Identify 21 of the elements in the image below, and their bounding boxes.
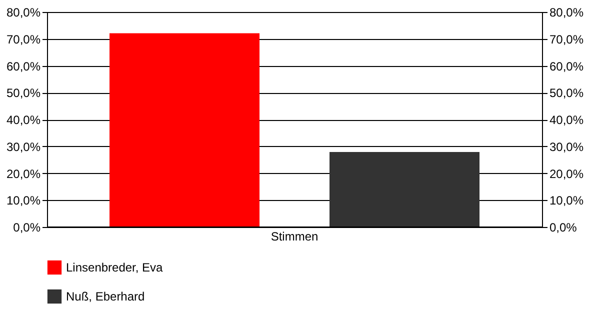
text: 20,0% — [550, 166, 584, 181]
text: 0,0% — [550, 220, 577, 234]
text: 30,0% — [550, 140, 584, 154]
text: 70,0% — [550, 32, 584, 46]
y-tick-label: 40,0% — [6, 113, 41, 127]
y-tick-label: 70,0% — [6, 32, 41, 46]
text: 50,0% — [550, 86, 584, 100]
text: 60,0% — [550, 59, 584, 74]
text: 10,0% — [550, 194, 584, 208]
text: 80,0% — [550, 6, 584, 20]
text: 40,0% — [550, 113, 584, 127]
y-tick-label: 60,0% — [6, 59, 41, 74]
y-tick-label: 20,0% — [6, 166, 41, 181]
y-tick-label: 10,0% — [6, 194, 41, 208]
legend-label: Nuß, Eberhard — [66, 290, 145, 304]
y-tick-label: 80,0% — [6, 6, 41, 20]
x-tick-label: Stimmen — [270, 230, 318, 244]
y-tick-label: 0,0% — [13, 220, 41, 234]
y-tick-label: 50,0% — [6, 86, 41, 100]
legend-label: Linsenbreder, Eva — [66, 260, 164, 274]
y-tick-label: 30,0% — [6, 140, 41, 154]
